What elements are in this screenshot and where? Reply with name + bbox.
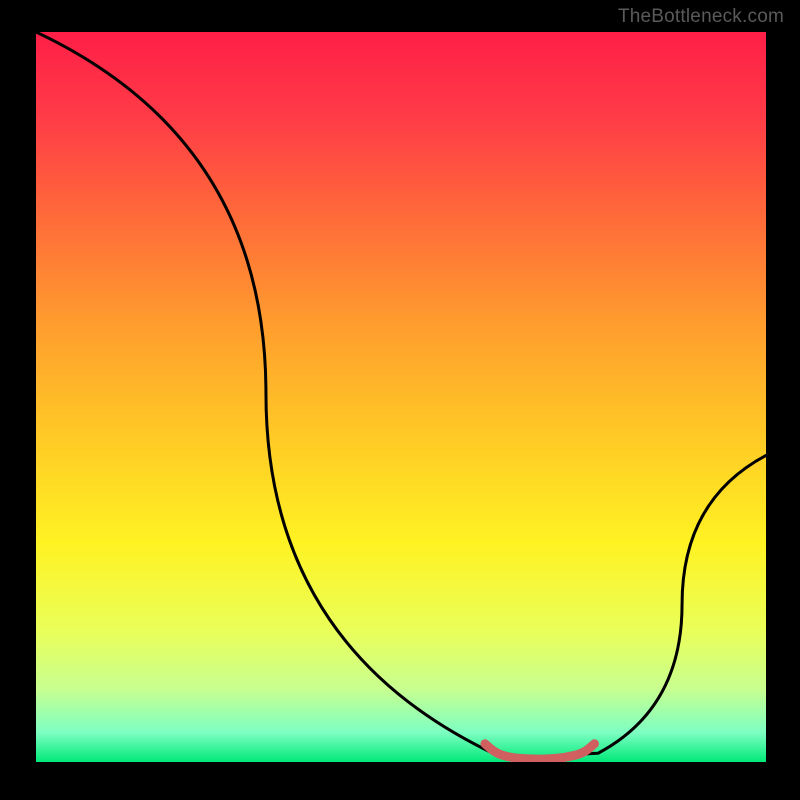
watermark-text: TheBottleneck.com bbox=[618, 6, 784, 28]
valley-marker bbox=[485, 744, 595, 759]
curve-path bbox=[36, 32, 766, 760]
chart-stage: TheBottleneck.com bbox=[0, 0, 800, 800]
plot-area bbox=[36, 32, 766, 762]
bottleneck-curve bbox=[36, 32, 766, 762]
